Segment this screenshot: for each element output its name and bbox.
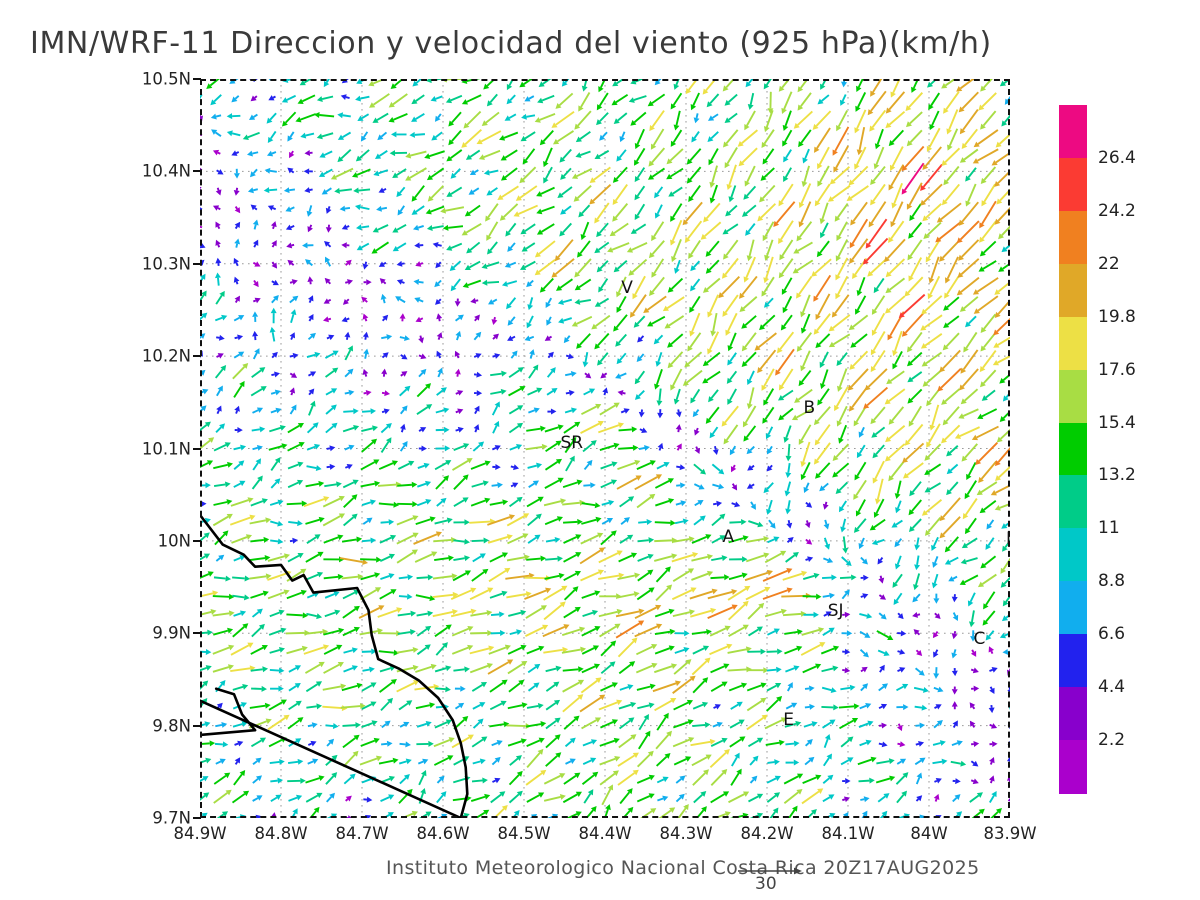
- y-axis-tick: [193, 632, 201, 635]
- x-axis-tick-label: 84.3W: [659, 824, 713, 843]
- city-label-sr: SR: [560, 433, 584, 454]
- city-label-v: V: [621, 277, 633, 298]
- y-axis-tick: [193, 817, 201, 819]
- y-axis-tick-label: 10.5N: [141, 69, 191, 89]
- coastline: [200, 513, 469, 818]
- colorbar-tick-label: 4.4: [1098, 677, 1126, 698]
- y-axis-tick-label: 10N: [157, 531, 191, 551]
- colorbar-band: [1059, 687, 1087, 741]
- colorbar-tick-label: 15.4: [1098, 412, 1136, 433]
- colorbar-band: [1059, 740, 1087, 794]
- y-axis-tick-label: 10.4N: [141, 161, 191, 181]
- y-axis-tick: [193, 447, 201, 450]
- y-axis-tick-label: 9.7N: [152, 808, 191, 828]
- colorbar-band: [1059, 528, 1087, 582]
- y-axis-tick-label: 10.1N: [141, 439, 191, 458]
- colorbar-tick-label: 24.2: [1098, 200, 1136, 221]
- colorbar-tick-label: 11: [1098, 518, 1120, 539]
- city-label-c: C: [973, 628, 986, 649]
- colorbar-tick-label: 2.2: [1098, 730, 1126, 751]
- colorbar-tick-label: 13.2: [1098, 465, 1136, 486]
- y-axis-tick: [193, 724, 201, 727]
- colorbar-band: [1059, 369, 1087, 424]
- y-axis-tick: [193, 355, 201, 358]
- reference-vector-label: 30: [755, 874, 777, 894]
- x-axis-tick-label: 84W: [910, 824, 948, 843]
- x-axis-tick-label: 84.4W: [578, 824, 632, 843]
- city-label-i: I: [1005, 529, 1011, 550]
- y-axis-tick-label: 9.9N: [152, 623, 191, 643]
- colorbar-tick-label: 8.8: [1098, 571, 1126, 592]
- city-label-b: B: [803, 397, 816, 418]
- colorbar-tick-label: 17.6: [1098, 359, 1136, 380]
- reference-vector-arrow: [738, 867, 802, 875]
- colorbar-band: [1059, 263, 1087, 318]
- wind-vector-canvas: [200, 79, 1010, 818]
- colorbar-band: [1059, 581, 1087, 635]
- y-axis-tick-label: 10.2N: [141, 346, 191, 366]
- y-axis-tick: [193, 539, 201, 542]
- colorbar-tick-label: 19.8: [1098, 306, 1136, 327]
- city-label-a: A: [722, 527, 735, 548]
- colorbar-tick-label: 6.6: [1098, 624, 1126, 645]
- y-axis-tick-label: 9.8N: [152, 716, 191, 736]
- colorbar-band: [1059, 157, 1087, 212]
- y-axis-tick-label: 10.3N: [141, 254, 191, 274]
- colorbar-band: [1059, 422, 1087, 477]
- city-label-sj: SJ: [827, 601, 844, 622]
- colorbar-band: [1059, 210, 1087, 265]
- colorbar-tick-label: 22: [1098, 253, 1120, 274]
- city-label-e: E: [783, 710, 794, 731]
- x-axis-tick-label: 84.7W: [335, 824, 389, 843]
- footer-credit: Instituto Meteorologico Nacional Costa R…: [386, 857, 980, 879]
- x-axis-tick-label: 84.6W: [416, 824, 470, 843]
- x-axis-tick-label: 84.5W: [497, 824, 551, 843]
- colorbar-band: [1059, 634, 1087, 688]
- x-axis-tick-label: 83.9W: [983, 824, 1037, 843]
- colorbar[interactable]: [1059, 105, 1087, 794]
- x-axis-tick-label: 84.1W: [821, 824, 875, 843]
- colorbar-tick-label: 26.4: [1098, 147, 1136, 168]
- x-axis-tick-label: 84.2W: [740, 824, 794, 843]
- x-axis-tick-label: 84.9W: [173, 824, 227, 843]
- y-axis-tick: [193, 78, 201, 80]
- colorbar-band: [1059, 475, 1087, 529]
- page-title: IMN/WRF-11 Direccion y velocidad del vie…: [30, 26, 992, 61]
- colorbar-band: [1059, 105, 1087, 159]
- wind-vector-plot[interactable]: [200, 79, 1010, 818]
- y-axis-tick: [193, 170, 201, 173]
- x-axis-tick-label: 84.8W: [254, 824, 308, 843]
- colorbar-band: [1059, 316, 1087, 371]
- y-axis-tick: [193, 262, 201, 265]
